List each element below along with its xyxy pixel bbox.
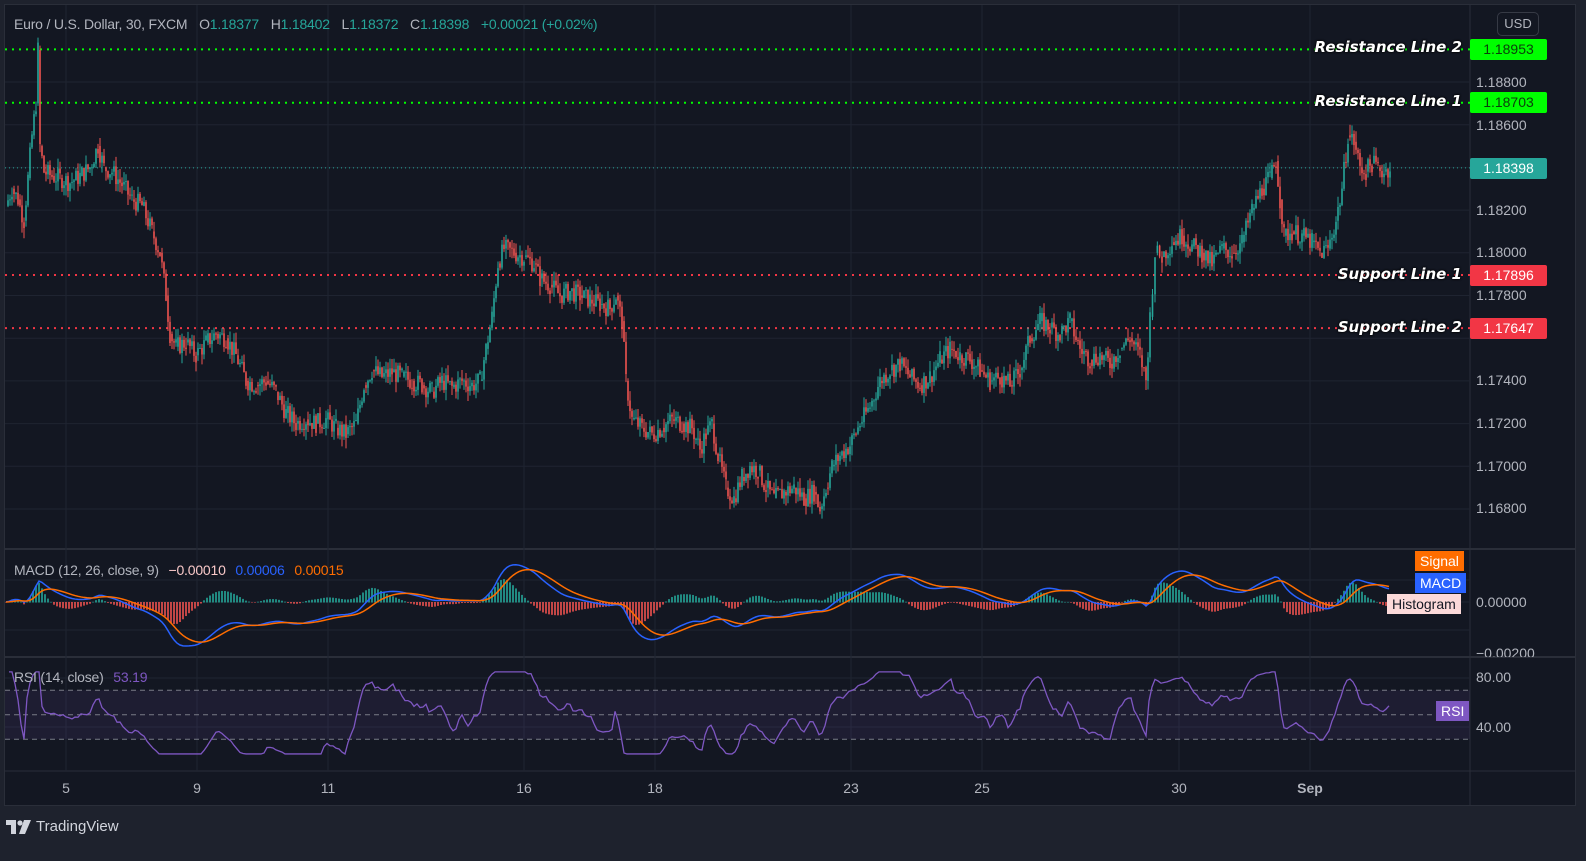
price-tick: 1.17400 [1476, 372, 1527, 388]
resistance-line-2-title[interactable]: Resistance Line 2 [1314, 38, 1462, 56]
close-label: C [410, 16, 420, 32]
support-line-2-price: 1.17647 [1470, 318, 1547, 339]
close-value: 1.18398 [419, 16, 470, 32]
macd-histogram-value: −0.00010 [168, 562, 226, 578]
price-tick: 1.17800 [1476, 287, 1527, 303]
signal-tag: Signal [1415, 551, 1464, 571]
macd-axis-tick: 0.00000 [1476, 594, 1527, 610]
chart-frame [4, 4, 1576, 806]
resistance-line-1-price: 1.18703 [1470, 92, 1547, 113]
support-line-1-price: 1.17896 [1470, 265, 1547, 286]
time-tick: 23 [843, 780, 859, 796]
tradingview-logo[interactable]: TradingView [6, 818, 119, 835]
time-tick: 9 [193, 780, 201, 796]
support-line-2-title[interactable]: Support Line 2 [1337, 318, 1462, 336]
change-value: +0.00021 (+0.02%) [480, 16, 598, 32]
time-tick-month: Sep [1297, 780, 1323, 796]
high-value: 1.18402 [280, 16, 330, 32]
time-tick: 30 [1171, 780, 1187, 796]
price-tick: 1.18800 [1476, 74, 1527, 90]
rsi-value: 53.19 [113, 669, 148, 685]
rsi-title: RSI (14, close) [14, 669, 104, 685]
resistance-line-1-title[interactable]: Resistance Line 1 [1314, 92, 1462, 110]
time-tick: 16 [516, 780, 532, 796]
open-value: 1.18377 [209, 16, 259, 32]
tradingview-logo-icon [6, 819, 31, 834]
macd-title: MACD (12, 26, close, 9) [14, 562, 159, 578]
brand-name: TradingView [36, 818, 119, 835]
time-tick: 11 [320, 780, 336, 796]
currency-badge[interactable]: USD [1497, 12, 1539, 36]
price-tick: 1.18000 [1476, 244, 1527, 260]
rsi-axis-tick: 80.00 [1476, 669, 1512, 685]
histogram-tag: Histogram [1387, 594, 1461, 614]
time-tick: 5 [62, 780, 70, 796]
low-label: L [341, 16, 350, 32]
price-tick: 1.17000 [1476, 458, 1527, 474]
symbol-title: Euro / U.S. Dollar, 30, FXCM [14, 16, 188, 32]
rsi-tag: RSI [1436, 701, 1470, 721]
macd-legend: MACD (12, 26, close, 9) −0.00010 0.00006… [14, 562, 344, 578]
current-price-label: 1.18398 [1470, 158, 1547, 179]
macd-axis-tick: −0.00200 [1476, 645, 1535, 657]
open-label: O [199, 16, 210, 32]
resistance-line-2-price: 1.18953 [1470, 39, 1547, 60]
macd-line-value: 0.00006 [235, 562, 285, 578]
time-tick: 18 [647, 780, 663, 796]
time-tick: 25 [974, 780, 990, 796]
support-line-1-title[interactable]: Support Line 1 [1337, 265, 1462, 283]
macd-signal-value: 0.00015 [294, 562, 344, 578]
price-tick: 1.16800 [1476, 500, 1527, 516]
price-tick: 1.18200 [1476, 202, 1527, 218]
high-label: H [270, 16, 281, 32]
low-value: 1.18372 [349, 16, 399, 32]
price-tick: 1.18600 [1476, 117, 1527, 133]
rsi-axis-tick: 40.00 [1476, 719, 1512, 735]
macd-tag: MACD [1415, 573, 1467, 593]
symbol-legend: Euro / U.S. Dollar, 30, FXCM O1.18377 H1… [14, 16, 598, 32]
rsi-legend: RSI (14, close) 53.19 [14, 669, 148, 685]
price-tick: 1.17200 [1476, 415, 1527, 431]
